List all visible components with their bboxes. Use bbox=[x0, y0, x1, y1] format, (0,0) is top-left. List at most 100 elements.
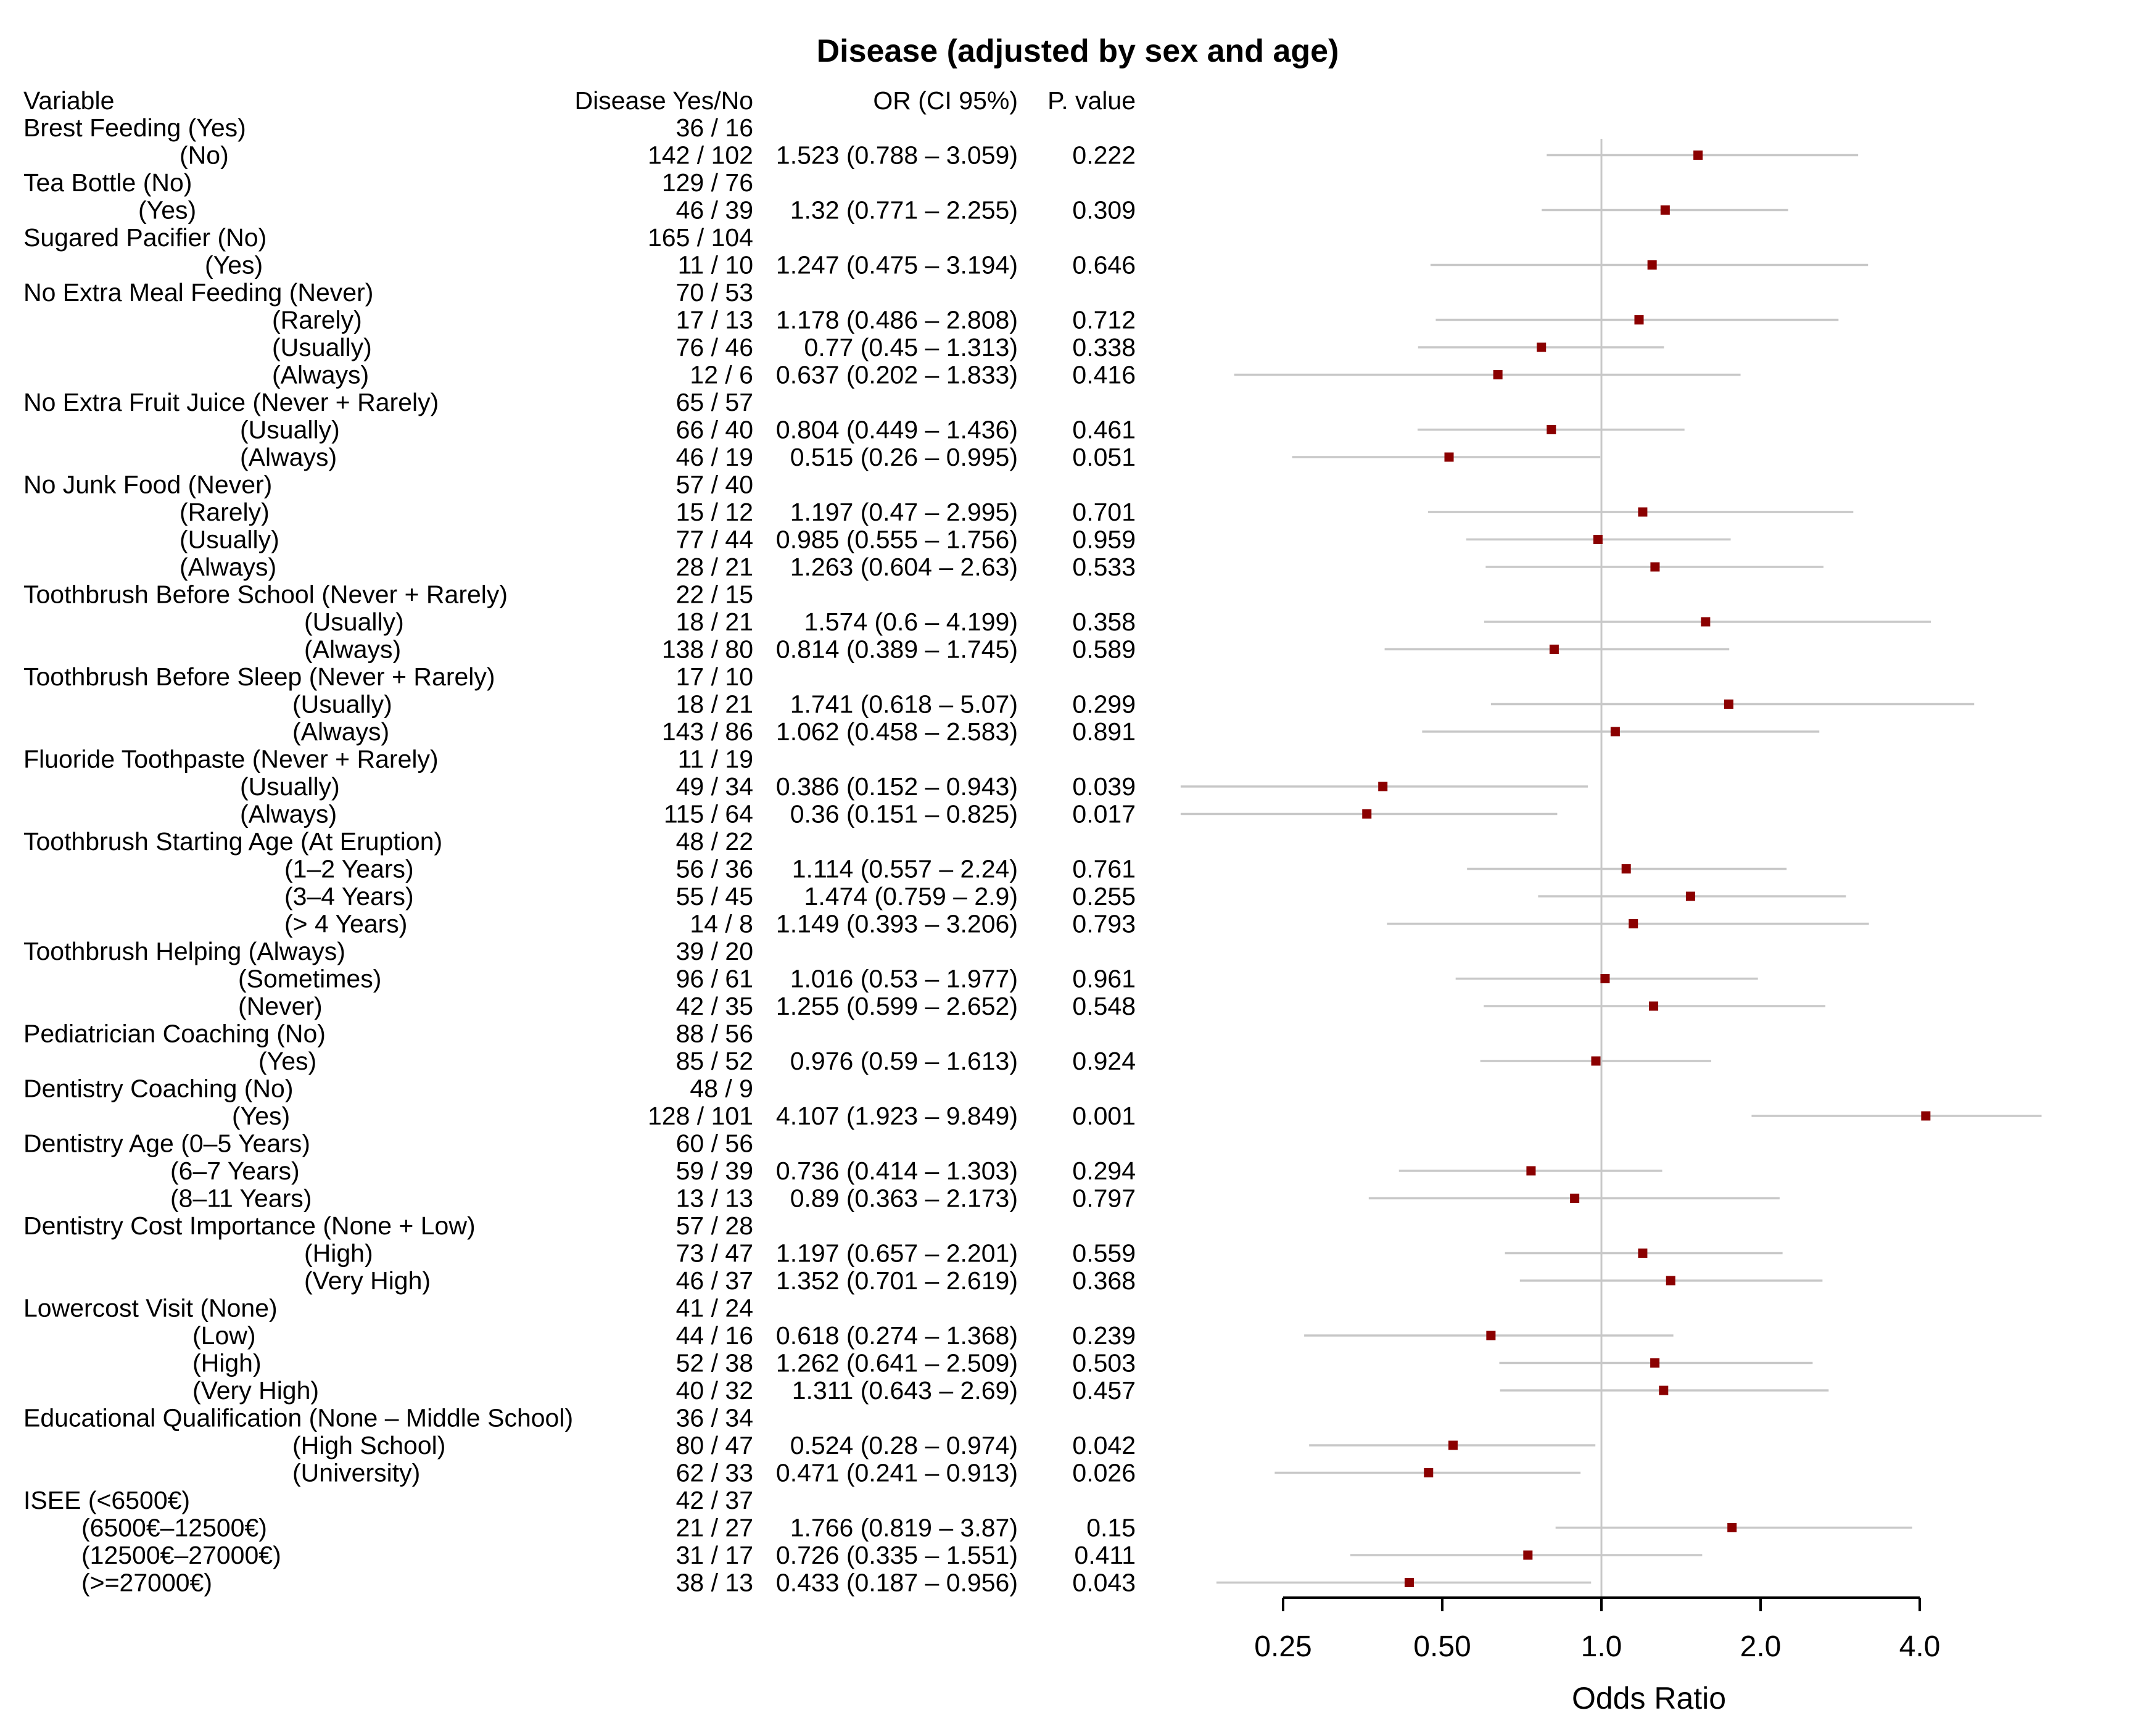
row-41-or-point bbox=[1638, 1249, 1648, 1258]
row-39-label: (8–11 Years) bbox=[170, 1184, 312, 1213]
row-14-counts: 15 / 12 bbox=[676, 498, 753, 526]
row-22-p-value: 0.891 bbox=[1072, 717, 1136, 746]
row-48-or-ci: 0.524 (0.28 – 0.974) bbox=[790, 1431, 1018, 1459]
row-25-or-point bbox=[1362, 809, 1372, 819]
table-rows: Brest Feeding (Yes) 36 / 16 (No) 142 / 102 1… bbox=[23, 114, 1136, 1597]
row-33-counts: 88 / 56 bbox=[676, 1020, 753, 1048]
row-38-counts: 59 / 39 bbox=[676, 1157, 753, 1185]
row-24-or-ci: 0.386 (0.152 – 0.943) bbox=[776, 772, 1018, 801]
row-16-or-ci: 1.263 (0.604 – 2.63) bbox=[790, 553, 1018, 581]
row-16-counts: 28 / 21 bbox=[676, 553, 753, 581]
row-46-counts: 40 / 32 bbox=[676, 1376, 753, 1405]
plot-area bbox=[1180, 139, 2042, 1596]
row-9-counts: 12 / 6 bbox=[690, 361, 753, 389]
row-12-label: (Always) bbox=[240, 443, 337, 471]
row-22-label: (Always) bbox=[292, 717, 389, 746]
row-5-counts: 11 / 10 bbox=[678, 251, 753, 279]
row-24-label: (Usually) bbox=[240, 772, 340, 801]
row-53-label: (>=27000€) bbox=[81, 1569, 212, 1597]
row-39-p-value: 0.797 bbox=[1072, 1184, 1136, 1213]
row-7-or-ci: 1.178 (0.486 – 2.808) bbox=[776, 306, 1018, 334]
row-51-label: (6500€–12500€) bbox=[81, 1514, 267, 1542]
row-24-or-point bbox=[1378, 782, 1388, 791]
row-26-counts: 48 / 22 bbox=[676, 827, 753, 856]
row-3-or-ci: 1.32 (0.771 – 2.255) bbox=[790, 196, 1018, 225]
row-18-label: (Usually) bbox=[304, 608, 404, 636]
row-45-or-point bbox=[1650, 1358, 1660, 1368]
row-0-counts: 36 / 16 bbox=[676, 114, 753, 142]
row-50-counts: 42 / 37 bbox=[676, 1486, 753, 1514]
row-19-label: (Always) bbox=[304, 635, 401, 664]
row-18-or-point bbox=[1701, 617, 1711, 627]
row-31-label: (Sometimes) bbox=[238, 965, 381, 993]
row-36-p-value: 0.001 bbox=[1072, 1102, 1136, 1130]
row-52-p-value: 0.411 bbox=[1074, 1541, 1136, 1569]
row-27-or-point bbox=[1621, 864, 1631, 873]
row-10-label: No Extra Fruit Juice (Never + Rarely) bbox=[23, 388, 439, 416]
row-44-counts: 44 / 16 bbox=[676, 1321, 753, 1350]
row-0-label: Brest Feeding (Yes) bbox=[23, 114, 246, 142]
row-49-counts: 62 / 33 bbox=[676, 1459, 753, 1487]
row-25-label: (Always) bbox=[240, 800, 337, 828]
row-7-counts: 17 / 13 bbox=[676, 306, 753, 334]
row-28-or-point bbox=[1685, 891, 1695, 901]
row-38-or-point bbox=[1526, 1166, 1536, 1176]
row-53-p-value: 0.043 bbox=[1072, 1569, 1136, 1597]
row-24-p-value: 0.039 bbox=[1072, 772, 1136, 801]
row-19-counts: 138 / 80 bbox=[662, 635, 753, 664]
row-8-label: (Usually) bbox=[272, 333, 372, 361]
row-42-p-value: 0.368 bbox=[1072, 1266, 1136, 1295]
row-19-or-point bbox=[1549, 645, 1559, 654]
row-6-counts: 70 / 53 bbox=[676, 278, 753, 307]
row-8-or-point bbox=[1537, 342, 1547, 352]
x-axis: 0.25 0.50 1.0 2.0 4.0 bbox=[1254, 1596, 1941, 1663]
row-46-label: (Very High) bbox=[192, 1376, 319, 1405]
row-53-or-ci: 0.433 (0.187 – 0.956) bbox=[776, 1569, 1018, 1597]
row-37-label: Dentistry Age (0–5 Years) bbox=[23, 1129, 310, 1158]
row-27-or-ci: 1.114 (0.557 – 2.24) bbox=[792, 855, 1018, 883]
row-51-or-ci: 1.766 (0.819 – 3.87) bbox=[790, 1514, 1018, 1542]
row-3-or-point bbox=[1660, 205, 1670, 215]
row-36-label: (Yes) bbox=[232, 1102, 290, 1130]
row-32-label: (Never) bbox=[238, 992, 323, 1020]
row-7-label: (Rarely) bbox=[272, 306, 362, 334]
row-39-counts: 13 / 13 bbox=[676, 1184, 753, 1213]
row-17-label: Toothbrush Before School (Never + Rarely… bbox=[23, 580, 508, 609]
x-tick-label-4: 4.0 bbox=[1899, 1630, 1941, 1663]
header-or: OR (CI 95%) bbox=[873, 86, 1018, 115]
row-45-p-value: 0.503 bbox=[1072, 1349, 1136, 1377]
row-30-counts: 39 / 20 bbox=[676, 937, 753, 965]
row-21-or-ci: 1.741 (0.618 – 5.07) bbox=[790, 690, 1018, 719]
row-15-or-point bbox=[1593, 535, 1603, 544]
row-29-p-value: 0.793 bbox=[1072, 910, 1136, 938]
row-50-label: ISEE (<6500€) bbox=[23, 1486, 190, 1514]
row-8-p-value: 0.338 bbox=[1072, 333, 1136, 361]
row-28-p-value: 0.255 bbox=[1072, 882, 1136, 910]
row-1-label: (No) bbox=[180, 141, 229, 170]
row-30-label: Toothbrush Helping (Always) bbox=[23, 937, 345, 965]
row-43-counts: 41 / 24 bbox=[676, 1294, 753, 1323]
row-5-label: (Yes) bbox=[205, 251, 263, 279]
row-9-p-value: 0.416 bbox=[1072, 361, 1136, 389]
header-p-value: P. value bbox=[1047, 86, 1136, 115]
row-22-or-point bbox=[1610, 727, 1620, 737]
header-variable: Variable bbox=[23, 86, 114, 115]
row-18-p-value: 0.358 bbox=[1072, 608, 1136, 636]
row-44-p-value: 0.239 bbox=[1072, 1321, 1136, 1350]
row-15-or-ci: 0.985 (0.555 – 1.756) bbox=[776, 526, 1018, 554]
row-1-counts: 142 / 102 bbox=[648, 141, 753, 170]
row-6-label: No Extra Meal Feeding (Never) bbox=[23, 278, 373, 307]
row-44-label: (Low) bbox=[192, 1321, 256, 1350]
row-40-label: Dentistry Cost Importance (None + Low) bbox=[23, 1212, 476, 1240]
row-5-or-point bbox=[1647, 260, 1657, 270]
x-tick-label-3: 2.0 bbox=[1740, 1630, 1782, 1663]
row-46-or-ci: 1.311 (0.643 – 2.69) bbox=[792, 1376, 1018, 1405]
row-48-p-value: 0.042 bbox=[1072, 1431, 1136, 1459]
row-41-or-ci: 1.197 (0.657 – 2.201) bbox=[776, 1239, 1018, 1268]
row-7-p-value: 0.712 bbox=[1072, 306, 1136, 334]
row-4-label: Sugared Pacifier (No) bbox=[23, 223, 266, 252]
row-49-p-value: 0.026 bbox=[1072, 1459, 1136, 1487]
row-21-counts: 18 / 21 bbox=[676, 690, 753, 719]
row-28-or-ci: 1.474 (0.759 – 2.9) bbox=[804, 882, 1018, 910]
row-38-p-value: 0.294 bbox=[1072, 1157, 1136, 1185]
